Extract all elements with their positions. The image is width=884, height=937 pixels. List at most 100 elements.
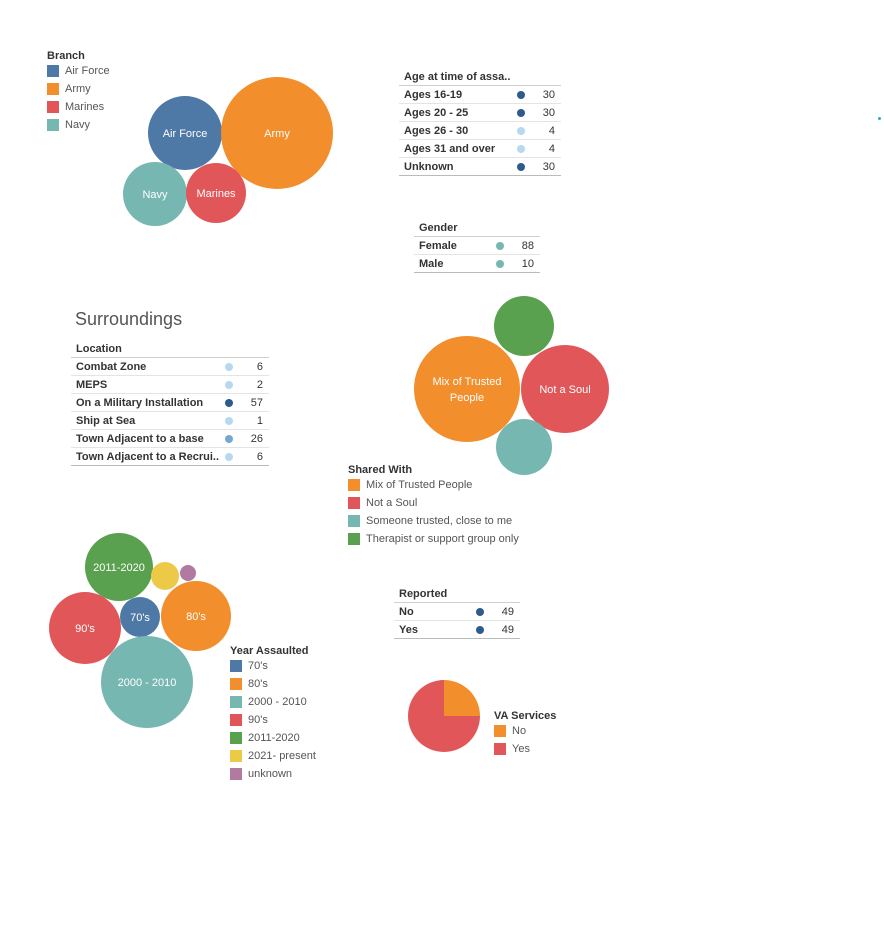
table-row[interactable]: Ages 16-19 30	[399, 86, 561, 104]
year-assaulted-legend: Year Assaulted 70's 80's 2000 - 2010 90's 20…	[230, 645, 316, 783]
table-row[interactable]: Town Adjacent to a Recrui.. 6	[71, 448, 269, 466]
legend-item[interactable]: 90's	[230, 711, 316, 729]
legend-label: 90's	[248, 714, 268, 726]
legend-swatch	[47, 83, 59, 95]
table-row[interactable]: On a Military Installation 57	[71, 394, 269, 412]
location-table-title: Location	[71, 343, 269, 358]
legend-item[interactable]: Mix of Trusted People	[348, 476, 519, 494]
year_assaulted-bubble-2011-2020[interactable]	[85, 533, 153, 601]
legend-item[interactable]: 80's	[230, 675, 316, 693]
shared_with-bubble-not-a-soul[interactable]	[521, 345, 609, 433]
legend-label: Navy	[65, 119, 91, 131]
location-table: Location Combat Zone 6 MEPS 2 On a Military …	[71, 343, 269, 466]
year_assaulted-bubble-2011-2020-label: 2011-2020	[93, 562, 145, 574]
gender-table: Gender Female 88 Male 10	[414, 222, 540, 273]
year_assaulted-bubble-unknown[interactable]	[180, 565, 196, 581]
legend-label: Marines	[65, 101, 105, 113]
legend-item[interactable]: 2000 - 2010	[230, 693, 316, 711]
reported-table-title: Reported	[394, 588, 520, 603]
shared_with-bubble-someone-trusted-close-to-me[interactable]	[496, 419, 552, 475]
table-row[interactable]: Yes 49	[394, 621, 520, 639]
row-dot-mark	[225, 416, 233, 425]
branch-bubble-army-label: Army	[264, 128, 290, 140]
va-services-slice-no[interactable]	[444, 680, 480, 716]
row-label: Ages 16-19	[404, 88, 463, 101]
row-dot-mark	[517, 90, 525, 99]
legend-swatch	[348, 479, 360, 491]
table-row[interactable]: Ages 20 - 25 30	[399, 104, 561, 122]
legend-item[interactable]: 2011-2020	[230, 729, 316, 747]
legend-label: Mix of Trusted People	[366, 479, 473, 491]
table-row[interactable]: Unknown 30	[399, 158, 561, 176]
table-row[interactable]: No 49	[394, 603, 520, 621]
legend-swatch	[230, 696, 242, 708]
legend-item[interactable]: Someone trusted, close to me	[348, 512, 519, 530]
legend-item[interactable]: Navy	[47, 116, 110, 134]
reported-table: Reported No 49 Yes 49	[394, 588, 520, 639]
row-value: 49	[501, 623, 514, 636]
year_assaulted-bubble-70-s-label: 70's	[130, 612, 150, 624]
legend-item[interactable]: Army	[47, 80, 110, 98]
legend-item[interactable]: Not a Soul	[348, 494, 519, 512]
legend-item[interactable]: 2021- present	[230, 747, 316, 765]
legend-item[interactable]: No	[494, 722, 556, 740]
row-value: 1	[256, 414, 263, 427]
legend-swatch	[47, 65, 59, 77]
branch-bubble-air-force[interactable]	[148, 96, 222, 170]
shared_with-bubble-mix-of-trusted-people[interactable]	[414, 336, 520, 442]
va-services-legend: VA Services No Yes	[494, 710, 556, 758]
table-row[interactable]: Ship at Sea 1	[71, 412, 269, 430]
branch-bubble-navy[interactable]	[123, 162, 187, 226]
legend-swatch	[230, 714, 242, 726]
row-dot-mark	[225, 380, 233, 389]
branch-bubble-marines[interactable]	[186, 163, 246, 223]
row-dot-mark	[517, 108, 525, 117]
row-dot-mark	[517, 126, 525, 135]
table-row[interactable]: Ages 26 - 30 4	[399, 122, 561, 140]
row-value: 88	[521, 239, 534, 252]
legend-label: unknown	[248, 768, 293, 780]
branch-bubble-navy-label: Navy	[142, 189, 168, 201]
legend-label: 80's	[248, 678, 268, 690]
year_assaulted-bubble-90-s[interactable]	[49, 592, 121, 664]
legend-item[interactable]: 70's	[230, 657, 316, 675]
row-label: Unknown	[404, 160, 454, 173]
table-row[interactable]: MEPS 2	[71, 376, 269, 394]
legend-label: Therapist or support group only	[366, 533, 519, 545]
branch-bubble-army[interactable]	[221, 77, 333, 189]
row-value: 10	[521, 257, 534, 270]
year_assaulted-bubble-70-s[interactable]	[120, 597, 160, 637]
shared_with-bubble-not-a-soul-label: Not a Soul	[539, 384, 590, 396]
row-label: On a Military Installation	[76, 396, 204, 409]
age-table: Age at time of assa.. Ages 16-19 30 Ages 2…	[399, 71, 561, 176]
legend-item[interactable]: Air Force	[47, 62, 110, 80]
table-row[interactable]: Male 10	[414, 255, 540, 273]
year_assaulted-bubble-2000-2010[interactable]	[101, 636, 193, 728]
legend-item[interactable]: unknown	[230, 765, 316, 783]
row-dot-mark	[225, 452, 233, 461]
legend-label: Someone trusted, close to me	[366, 515, 513, 527]
row-label: Ages 31 and over	[404, 142, 496, 155]
legend-item[interactable]: Yes	[494, 740, 556, 758]
table-row[interactable]: Town Adjacent to a base 26	[71, 430, 269, 448]
table-row[interactable]: Ages 31 and over 4	[399, 140, 561, 158]
year_assaulted-bubble-80-s-label: 80's	[186, 611, 206, 623]
legend-item[interactable]: Therapist or support group only	[348, 530, 519, 548]
year_assaulted-bubble-80-s[interactable]	[161, 581, 231, 651]
legend-label: Army	[65, 83, 91, 95]
shared_with-bubble-therapist-or-support-group-only[interactable]	[494, 296, 554, 356]
row-value: 30	[542, 88, 555, 101]
row-label: Ship at Sea	[76, 414, 136, 427]
row-value: 2	[256, 378, 263, 391]
row-label: MEPS	[76, 378, 108, 391]
va-services-slice-yes[interactable]	[408, 680, 480, 752]
table-row[interactable]: Combat Zone 6	[71, 358, 269, 376]
row-value: 26	[250, 432, 263, 445]
legend-item[interactable]: Marines	[47, 98, 110, 116]
table-row[interactable]: Female 88	[414, 237, 540, 255]
legend-label: Not a Soul	[366, 497, 418, 509]
legend-swatch	[230, 750, 242, 762]
legend-swatch	[47, 101, 59, 113]
year_assaulted-bubble-2021-present[interactable]	[151, 562, 179, 590]
